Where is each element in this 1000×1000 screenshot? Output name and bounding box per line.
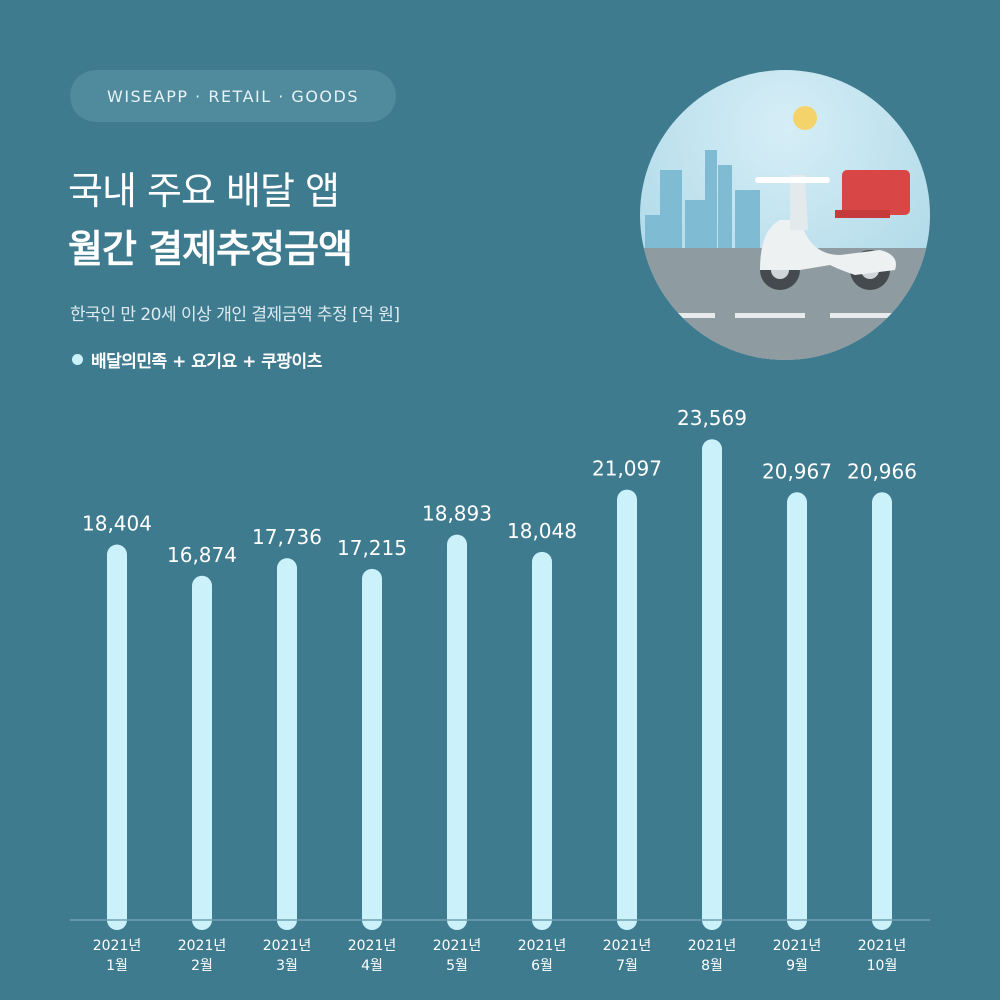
x-tick-label-8-line-1: 2021년 [688,938,737,954]
value-label-7: 21,097 [592,457,662,481]
bar-7 [617,489,637,930]
value-label-8: 23,569 [677,406,747,430]
bar-5 [447,534,467,930]
bar-8 [702,439,722,930]
x-tick-label-7-line-1: 2021년 [603,938,652,954]
x-tick-label-1-line-1: 2021년 [93,938,142,954]
legend-dot [72,354,83,365]
value-label-1: 18,404 [82,512,152,536]
bar-4 [362,568,382,930]
value-label-5: 18,893 [422,502,492,526]
bar-6 [532,551,552,930]
bar-9 [787,492,807,930]
x-tick-label-3-line-1: 2021년 [263,938,312,954]
x-tick-label-6-line-1: 2021년 [518,938,567,954]
title-line-1: 국내 주요 배달 앱 [68,169,340,213]
x-tick-label-1-line-2: 1월 [106,958,128,974]
bar-10 [872,492,892,930]
x-tick-label-7-line-2: 7월 [616,958,638,974]
value-label-2: 16,874 [167,543,237,567]
x-tick-label-2-line-1: 2021년 [178,938,227,954]
city-skyline-icon [645,150,760,250]
x-tick-label-8-line-2: 8월 [701,958,723,974]
x-tick-label-10-line-1: 2021년 [858,938,907,954]
x-tick-label-9-line-1: 2021년 [773,938,822,954]
source-badge: WISEAPP · RETAIL · GOODS [70,70,396,122]
x-tick-label-3-line-2: 3월 [276,958,298,974]
x-tick-label-5-line-1: 2021년 [433,938,482,954]
x-tick-label-4-line-2: 4월 [361,958,383,974]
sun-icon [793,106,817,130]
value-label-9: 20,967 [762,459,832,483]
x-tick-label-2-line-2: 2월 [191,958,213,974]
x-tick-label-10-line-2: 10월 [867,958,898,974]
title-line-2: 월간 결제추정금액 [68,227,353,271]
delivery-scooter-illustration [640,70,930,360]
x-tick-label-4-line-1: 2021년 [348,938,397,954]
value-label-10: 20,966 [847,459,917,483]
value-label-4: 17,215 [337,536,407,560]
value-label-3: 17,736 [252,525,322,549]
legend: 배달의민족 + 요기요 + 쿠팡이츠 [72,347,322,372]
bar-2 [192,575,212,930]
bar-1 [107,544,127,930]
scooter-icon [755,170,910,290]
x-tick-label-5-line-2: 5월 [446,958,468,974]
x-tick-label-9-line-2: 9월 [786,958,808,974]
subtitle: 한국인 만 20세 이상 개인 결제금액 추정 [억 원] [70,305,400,325]
value-label-6: 18,048 [507,519,577,543]
legend-label: 배달의민족 + 요기요 + 쿠팡이츠 [91,352,322,372]
x-tick-label-6-line-2: 6월 [531,958,553,974]
bar-3 [277,558,297,930]
